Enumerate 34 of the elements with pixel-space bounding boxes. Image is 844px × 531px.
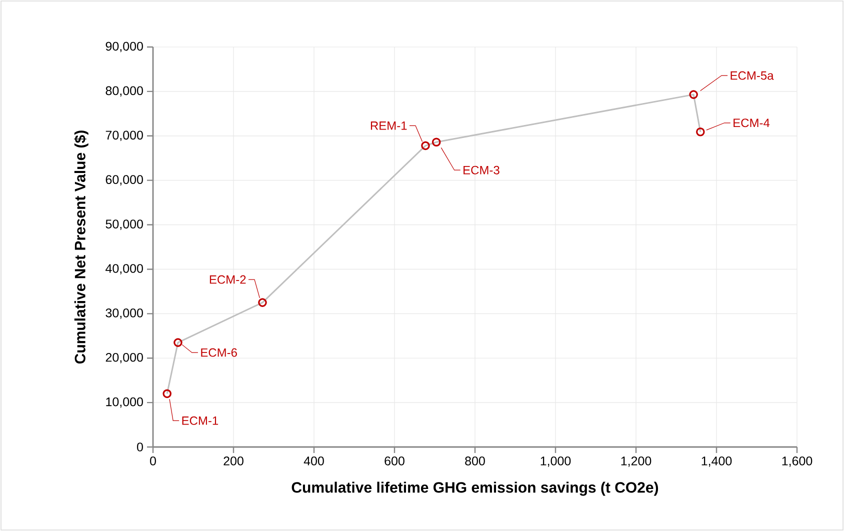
line-series: [166, 94, 702, 394]
annotation: ECM-3: [464, 166, 500, 174]
y-axis-title: Cumulative Net Present Value ($): [74, 130, 88, 364]
annotation: ECM-6: [201, 348, 237, 357]
y-tick-label: 70,000: [106, 130, 143, 142]
point: [689, 90, 698, 99]
y-tick-label: 10,000: [106, 397, 143, 408]
x-tick-label: 1,000: [540, 456, 571, 467]
y-tick-label: 90,000: [106, 42, 143, 52]
point: [432, 138, 441, 147]
y-tick-label: 50,000: [106, 220, 143, 230]
annotation: ECM-4: [734, 118, 770, 128]
x-tick-label: 1,600: [782, 456, 812, 467]
x-tick-label: 1,200: [621, 456, 652, 467]
annotation: ECM-1: [182, 416, 218, 425]
y-tick-label: 30,000: [106, 308, 143, 319]
x-tick-label: 800: [465, 456, 485, 466]
x-tick-label: 600: [384, 456, 404, 466]
x-tick-label: 400: [304, 456, 324, 466]
x-tick-label: 1,400: [702, 456, 732, 467]
annotation: ECM-5a: [730, 71, 774, 80]
annotation: ECM-2: [210, 275, 246, 284]
x-axis-title: Cumulative lifetime GHG emission savings (t CO2e): [292, 482, 658, 496]
annotation: REM-1: [370, 122, 407, 130]
y-tick-label: 0: [137, 442, 143, 452]
y-tick-label: 40,000: [106, 264, 143, 274]
y-tick-label: 80,000: [106, 86, 143, 97]
x-tick-label: 0: [150, 456, 156, 466]
point: [421, 141, 430, 150]
y-tick-label: 20,000: [106, 352, 143, 364]
point: [258, 298, 267, 307]
y-tick-label: 60,000: [106, 175, 143, 186]
point: [162, 389, 172, 398]
x-tick-label: 200: [224, 456, 244, 466]
